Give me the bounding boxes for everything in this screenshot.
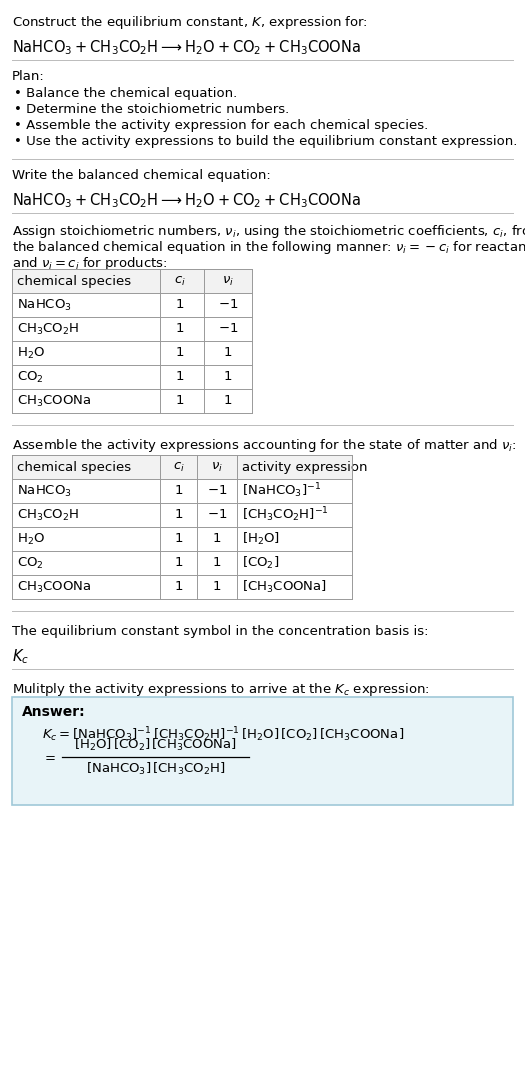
Text: $-1$: $-1$: [218, 299, 238, 312]
Text: $[\mathrm{CH_3CO_2H}]^{-1}$: $[\mathrm{CH_3CO_2H}]^{-1}$: [242, 506, 329, 524]
Text: 1: 1: [174, 533, 183, 545]
Text: $\mathrm{NaHCO_3 + CH_3CO_2H \longrightarrow H_2O + CO_2 + CH_3COONa}$: $\mathrm{NaHCO_3 + CH_3CO_2H \longrighta…: [12, 38, 361, 57]
Text: $[\mathrm{CO_2}]$: $[\mathrm{CO_2}]$: [242, 555, 279, 571]
Text: Mulitply the activity expressions to arrive at the $K_c$ expression:: Mulitply the activity expressions to arr…: [12, 681, 430, 697]
Text: The equilibrium constant symbol in the concentration basis is:: The equilibrium constant symbol in the c…: [12, 625, 428, 638]
Text: $-1$: $-1$: [218, 322, 238, 335]
Bar: [12, 270, 252, 293]
Text: $[\mathrm{NaHCO_3}]\,[\mathrm{CH_3CO_2H}]$: $[\mathrm{NaHCO_3}]\,[\mathrm{CH_3CO_2H}…: [86, 761, 225, 777]
Text: 1: 1: [176, 395, 184, 407]
Text: $-1$: $-1$: [207, 509, 227, 522]
Text: $\nu_i$: $\nu_i$: [222, 275, 234, 288]
Text: activity expression: activity expression: [242, 460, 368, 473]
Text: • Determine the stoichiometric numbers.: • Determine the stoichiometric numbers.: [14, 103, 289, 116]
Text: $[\mathrm{H_2O}]$: $[\mathrm{H_2O}]$: [242, 531, 280, 547]
Text: $\mathrm{CH_3CO_2H}$: $\mathrm{CH_3CO_2H}$: [17, 321, 79, 336]
Text: Assemble the activity expressions accounting for the state of matter and $\nu_i$: Assemble the activity expressions accoun…: [12, 437, 517, 454]
Text: 1: 1: [176, 322, 184, 335]
Bar: [12, 455, 352, 479]
Text: 1: 1: [176, 346, 184, 359]
Text: 1: 1: [176, 299, 184, 312]
Text: 1: 1: [174, 484, 183, 498]
Text: 1: 1: [176, 371, 184, 384]
Text: $[\mathrm{NaHCO_3}]^{-1}$: $[\mathrm{NaHCO_3}]^{-1}$: [242, 482, 321, 500]
Text: 1: 1: [224, 371, 232, 384]
Text: $\mathrm{H_2O}$: $\mathrm{H_2O}$: [17, 531, 45, 547]
Text: Write the balanced chemical equation:: Write the balanced chemical equation:: [12, 169, 271, 182]
Text: $-1$: $-1$: [207, 484, 227, 498]
Text: 1: 1: [213, 533, 221, 545]
Text: Answer:: Answer:: [22, 705, 86, 719]
Text: $K_c$: $K_c$: [12, 647, 29, 666]
Text: 1: 1: [174, 556, 183, 569]
Text: Construct the equilibrium constant, $K$, expression for:: Construct the equilibrium constant, $K$,…: [12, 14, 368, 31]
Text: $K_c = [\mathrm{NaHCO_3}]^{-1}\,[\mathrm{CH_3CO_2H}]^{-1}\,[\mathrm{H_2O}]\,[\ma: $K_c = [\mathrm{NaHCO_3}]^{-1}\,[\mathrm…: [42, 725, 404, 744]
Text: $\mathrm{CH_3COONa}$: $\mathrm{CH_3COONa}$: [17, 393, 91, 409]
Text: 1: 1: [224, 346, 232, 359]
Bar: [12, 697, 513, 805]
Text: $\mathrm{NaHCO_3}$: $\mathrm{NaHCO_3}$: [17, 298, 72, 313]
Text: 1: 1: [224, 395, 232, 407]
Text: and $\nu_i = c_i$ for products:: and $\nu_i = c_i$ for products:: [12, 255, 167, 272]
Text: $\mathrm{CO_2}$: $\mathrm{CO_2}$: [17, 370, 44, 385]
Text: the balanced chemical equation in the following manner: $\nu_i = -c_i$ for react: the balanced chemical equation in the fo…: [12, 239, 525, 255]
Text: 1: 1: [213, 556, 221, 569]
Text: $=$: $=$: [42, 750, 56, 763]
Text: $c_i$: $c_i$: [173, 460, 184, 473]
Text: Plan:: Plan:: [12, 70, 45, 83]
Text: • Assemble the activity expression for each chemical species.: • Assemble the activity expression for e…: [14, 119, 428, 132]
Text: 1: 1: [174, 509, 183, 522]
Text: $\mathrm{NaHCO_3 + CH_3CO_2H \longrightarrow H_2O + CO_2 + CH_3COONa}$: $\mathrm{NaHCO_3 + CH_3CO_2H \longrighta…: [12, 191, 361, 210]
Text: $\mathrm{H_2O}$: $\mathrm{H_2O}$: [17, 345, 45, 360]
Text: 1: 1: [174, 580, 183, 594]
Text: chemical species: chemical species: [17, 275, 131, 288]
Text: $[\mathrm{H_2O}]\,[\mathrm{CO_2}]\,[\mathrm{CH_3COONa}]$: $[\mathrm{H_2O}]\,[\mathrm{CO_2}]\,[\mat…: [74, 737, 237, 754]
Text: $\mathrm{CO_2}$: $\mathrm{CO_2}$: [17, 555, 44, 570]
Text: chemical species: chemical species: [17, 460, 131, 473]
Text: $\mathrm{NaHCO_3}$: $\mathrm{NaHCO_3}$: [17, 483, 72, 498]
Text: $[\mathrm{CH_3COONa}]$: $[\mathrm{CH_3COONa}]$: [242, 579, 327, 595]
Text: • Use the activity expressions to build the equilibrium constant expression.: • Use the activity expressions to build …: [14, 135, 517, 148]
Text: $\nu_i$: $\nu_i$: [211, 460, 223, 473]
Text: 1: 1: [213, 580, 221, 594]
Text: $\mathrm{CH_3COONa}$: $\mathrm{CH_3COONa}$: [17, 580, 91, 595]
Text: $\mathrm{CH_3CO_2H}$: $\mathrm{CH_3CO_2H}$: [17, 508, 79, 523]
Text: Assign stoichiometric numbers, $\nu_i$, using the stoichiometric coefficients, $: Assign stoichiometric numbers, $\nu_i$, …: [12, 223, 525, 240]
Text: • Balance the chemical equation.: • Balance the chemical equation.: [14, 87, 237, 100]
Text: $c_i$: $c_i$: [174, 275, 186, 288]
